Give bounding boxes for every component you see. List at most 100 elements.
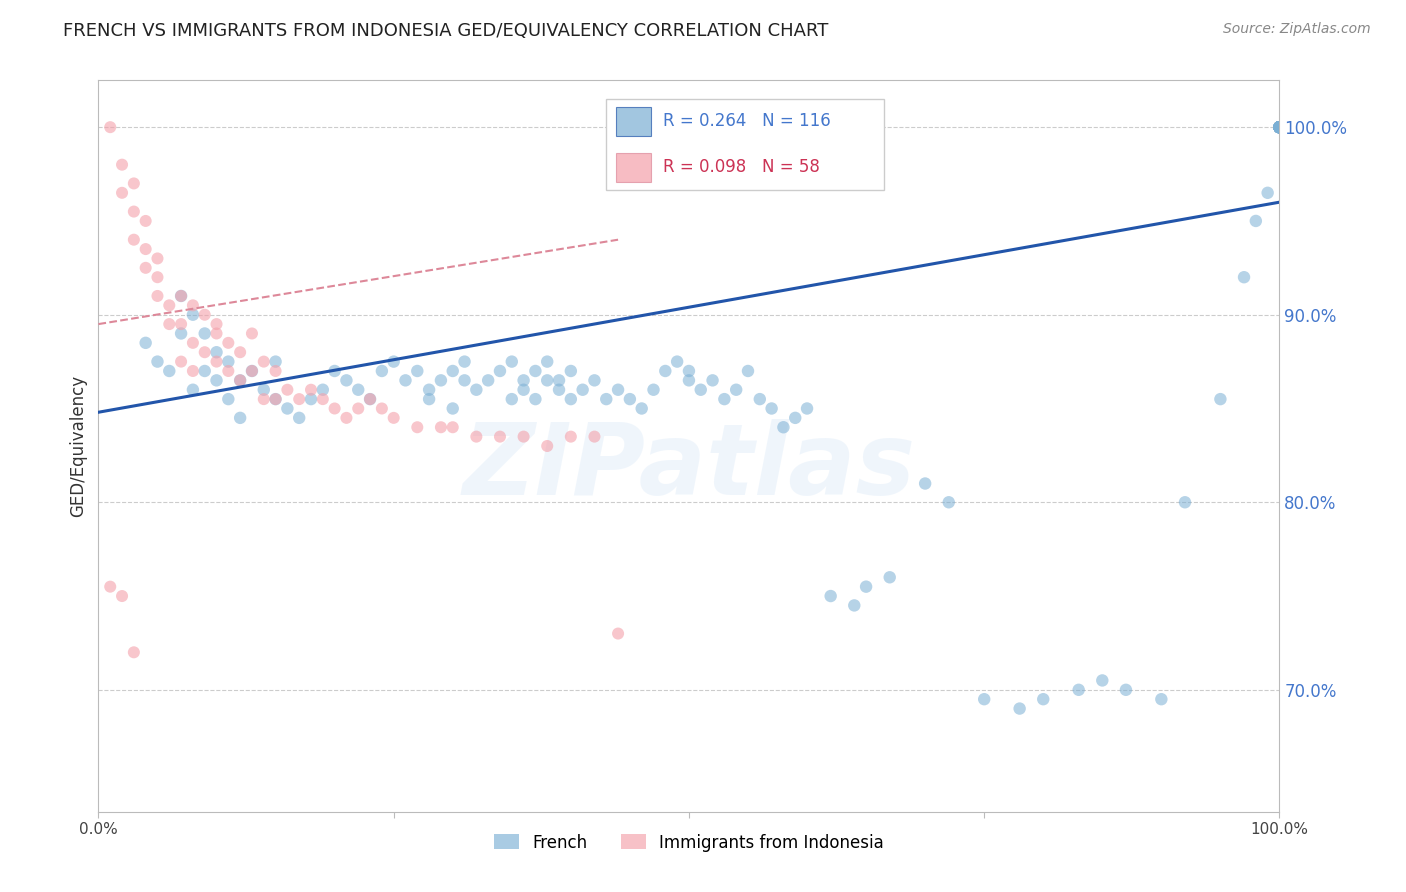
Point <box>1032 692 1054 706</box>
Y-axis label: GED/Equivalency: GED/Equivalency <box>69 375 87 517</box>
Point <box>630 401 652 416</box>
Point <box>205 354 228 368</box>
Point <box>1233 270 1256 285</box>
Point <box>98 120 121 135</box>
Point <box>253 392 276 406</box>
Point <box>548 383 571 397</box>
Point <box>441 364 464 378</box>
Point <box>1268 120 1291 135</box>
Point <box>194 308 217 322</box>
Point <box>418 392 440 406</box>
Point <box>217 364 239 378</box>
Point <box>430 420 453 434</box>
Text: Source: ZipAtlas.com: Source: ZipAtlas.com <box>1223 22 1371 37</box>
Point <box>382 410 405 425</box>
Point <box>1067 682 1090 697</box>
Point <box>371 401 394 416</box>
Point <box>654 364 676 378</box>
Point <box>170 289 193 303</box>
Point <box>560 364 582 378</box>
Point <box>785 410 807 425</box>
Point <box>560 392 582 406</box>
Point <box>229 345 252 359</box>
Point <box>276 383 298 397</box>
Point <box>347 401 370 416</box>
Point <box>501 354 523 368</box>
Point <box>135 242 157 256</box>
Point <box>299 392 322 406</box>
Point <box>524 392 547 406</box>
Point <box>1008 701 1031 715</box>
Point <box>157 298 180 312</box>
Point <box>194 345 217 359</box>
Point <box>607 626 630 640</box>
Point <box>205 317 228 331</box>
Point <box>713 392 735 406</box>
Point <box>264 392 287 406</box>
Point <box>678 373 700 387</box>
Point <box>607 383 630 397</box>
Point <box>477 373 499 387</box>
Point <box>796 401 818 416</box>
Point <box>453 373 475 387</box>
Point <box>1268 120 1291 135</box>
Point <box>1268 120 1291 135</box>
Point <box>643 383 665 397</box>
Point <box>1115 682 1137 697</box>
Point <box>359 392 381 406</box>
Point <box>135 335 157 350</box>
Point <box>122 233 145 247</box>
Point <box>1150 692 1173 706</box>
Point <box>1268 120 1291 135</box>
Point <box>122 177 145 191</box>
Point <box>1268 120 1291 135</box>
Point <box>170 289 193 303</box>
Text: FRENCH VS IMMIGRANTS FROM INDONESIA GED/EQUIVALENCY CORRELATION CHART: FRENCH VS IMMIGRANTS FROM INDONESIA GED/… <box>63 22 828 40</box>
Point <box>1268 120 1291 135</box>
Point <box>288 392 311 406</box>
Text: ZIPatlas: ZIPatlas <box>463 419 915 516</box>
Point <box>855 580 877 594</box>
Point <box>453 354 475 368</box>
Point <box>1268 120 1291 135</box>
Point <box>595 392 617 406</box>
Point <box>146 354 169 368</box>
Point <box>1268 120 1291 135</box>
Point <box>666 354 689 368</box>
Text: R = 0.264   N = 116: R = 0.264 N = 116 <box>664 112 831 130</box>
Point <box>1268 120 1291 135</box>
Bar <box>616 153 651 182</box>
Point <box>1091 673 1114 688</box>
Point <box>205 373 228 387</box>
Point <box>1268 120 1291 135</box>
Point <box>512 429 534 443</box>
Point <box>914 476 936 491</box>
Point <box>111 186 134 200</box>
Point <box>122 204 145 219</box>
Point <box>418 383 440 397</box>
Point <box>135 260 157 275</box>
Point <box>240 364 263 378</box>
Point <box>879 570 901 584</box>
Point <box>217 354 239 368</box>
Point <box>938 495 960 509</box>
Point <box>1268 120 1291 135</box>
Point <box>335 410 357 425</box>
Point <box>146 289 169 303</box>
Point <box>702 373 724 387</box>
Point <box>1209 392 1232 406</box>
Point <box>761 401 783 416</box>
Point <box>1268 120 1291 135</box>
Point <box>217 335 239 350</box>
Point <box>347 383 370 397</box>
Point <box>264 392 287 406</box>
Point <box>465 383 488 397</box>
Point <box>1268 120 1291 135</box>
Point <box>229 373 252 387</box>
Point <box>146 270 169 285</box>
Point <box>489 429 512 443</box>
Point <box>253 383 276 397</box>
Point <box>1174 495 1197 509</box>
Point <box>560 429 582 443</box>
Point <box>441 420 464 434</box>
